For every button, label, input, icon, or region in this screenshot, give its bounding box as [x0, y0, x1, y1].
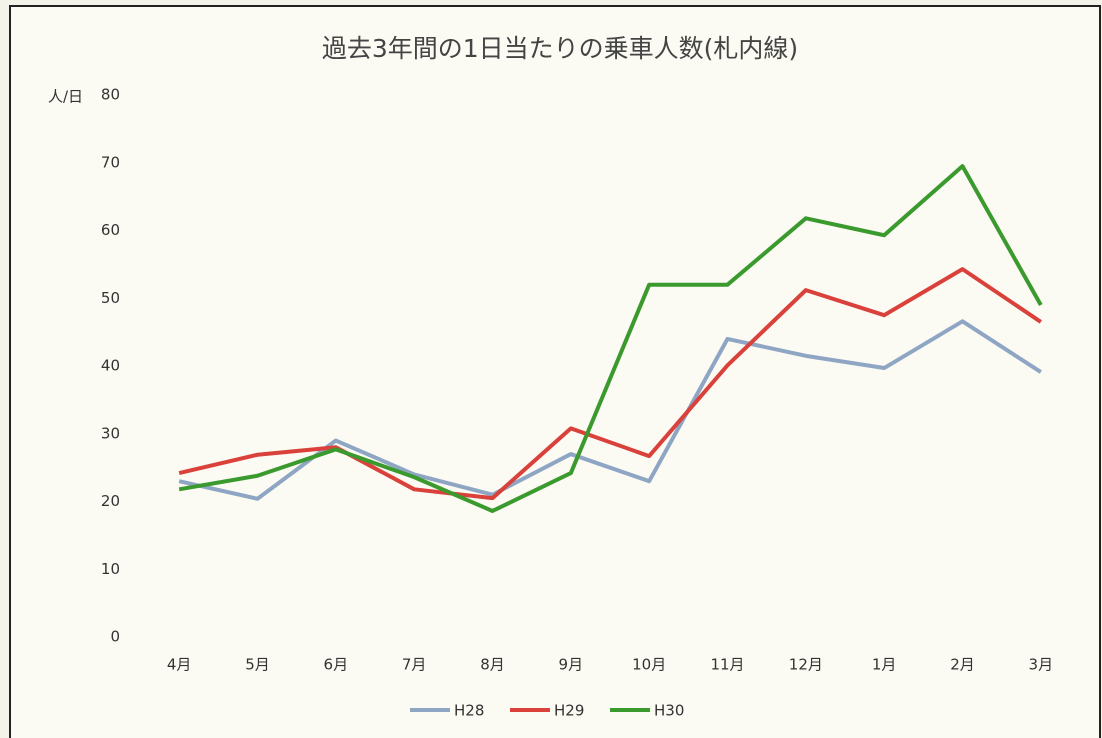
- x-tick-label: 11月: [710, 656, 744, 674]
- x-tick-label: 4月: [167, 656, 192, 674]
- y-tick-label: 10: [101, 560, 120, 578]
- x-tick-label: 12月: [789, 656, 823, 674]
- y-tick-label: 60: [101, 221, 120, 239]
- legend-label: H29: [554, 702, 584, 720]
- legend-label: H30: [654, 702, 684, 720]
- x-tick-label: 7月: [402, 656, 427, 674]
- series-line: [178, 267, 1042, 501]
- y-tick-label: 50: [101, 289, 120, 307]
- y-tick-label: 40: [101, 357, 120, 375]
- chart-title: 過去3年間の1日当たりの乗車人数(札内線): [322, 34, 798, 63]
- legend-label: H28: [454, 702, 484, 720]
- y-tick-label: 30: [101, 424, 120, 442]
- x-tick-label: 1月: [872, 656, 897, 674]
- series-line: [178, 164, 1043, 513]
- x-tick-label: 8月: [480, 656, 505, 674]
- x-tick-label: 9月: [559, 656, 584, 674]
- chart-frame: [9, 5, 1101, 738]
- y-tick-label: 20: [101, 492, 120, 510]
- x-tick-label: 5月: [245, 656, 270, 674]
- y-tick-label: 0: [110, 628, 120, 646]
- x-tick-label: 6月: [324, 656, 349, 674]
- x-tick-label: 10月: [632, 656, 666, 674]
- y-axis-label: 人/日: [48, 88, 83, 106]
- y-tick-label: 80: [101, 86, 120, 104]
- x-tick-label: 3月: [1029, 656, 1054, 674]
- x-tick-label: 2月: [950, 656, 975, 674]
- y-tick-label: 70: [101, 153, 120, 171]
